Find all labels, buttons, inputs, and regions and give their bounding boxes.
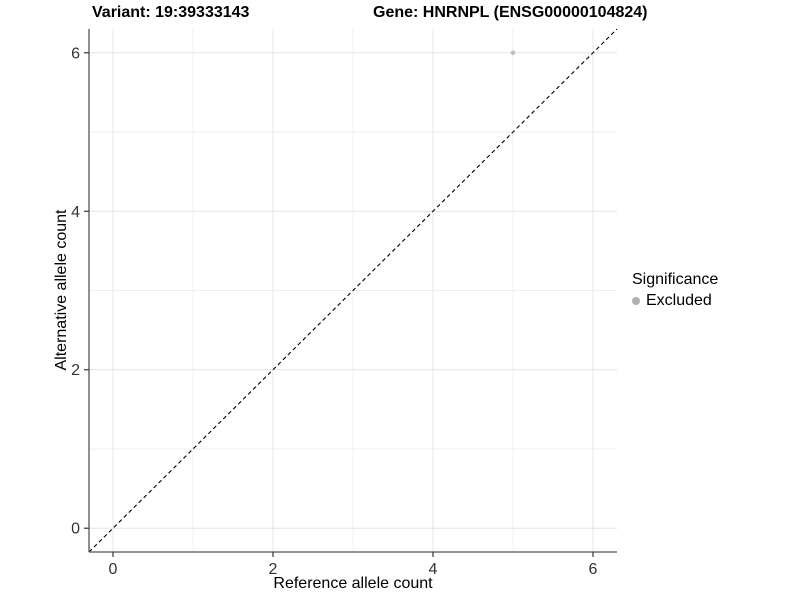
x-tick-label: 4 [429,561,438,578]
x-axis-title: Reference allele count [273,575,433,592]
y-tick-label: 0 [71,521,80,538]
y-tick-label: 6 [71,45,80,62]
x-tick-label: 2 [269,561,278,578]
legend-title: Significance [632,271,719,288]
legend-item-excluded: Excluded [632,292,718,310]
identity-line [88,28,618,553]
gene-title: Gene: HNRNPL (ENSG00000104824) [373,4,648,21]
legend-item-label: Excluded [646,292,712,309]
variant-title: Variant: 19:39333143 [92,4,250,21]
x-tick-label: 6 [589,561,598,578]
data-point [510,50,516,56]
y-axis-title: Alternative allele count [53,209,70,371]
y-tick-label: 4 [71,204,80,221]
y-tick-label: 2 [71,362,80,379]
legend: Significance Excluded [630,271,718,310]
x-tick-label: 0 [109,561,118,578]
excluded-point-icon [632,297,640,305]
